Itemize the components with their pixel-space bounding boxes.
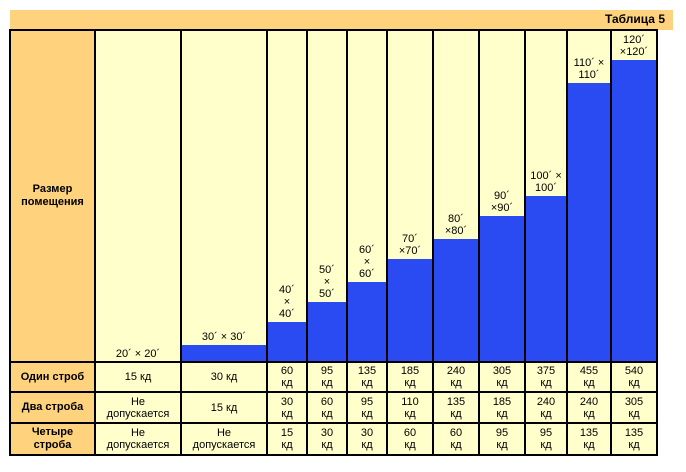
candela-value-one: 30 кд xyxy=(181,362,267,392)
candela-value-two: 30 кд xyxy=(267,392,307,423)
room-size-cell: 20´ × 20´ xyxy=(95,30,181,362)
coverage-bar xyxy=(387,259,433,362)
room-size-cell: 90´ ×90´ xyxy=(479,30,525,362)
room-size-cell: 80´ ×80´ xyxy=(433,30,479,362)
candela-value-two: 185 кд xyxy=(479,392,525,423)
table-title-bar: Таблица 5 xyxy=(10,10,673,30)
grid-line-vertical xyxy=(306,30,308,456)
coverage-bar xyxy=(525,196,567,362)
grid-line-vertical xyxy=(346,30,348,456)
grid-line-horizontal xyxy=(9,29,658,31)
room-size-label: 50´ × 50´ xyxy=(319,264,335,300)
grid-line-vertical xyxy=(656,30,658,456)
grid-line-vertical xyxy=(524,30,526,456)
room-size-label: 70´ ×70´ xyxy=(398,233,422,257)
grid-line-vertical xyxy=(94,30,96,456)
grid-line-vertical xyxy=(610,30,612,456)
coverage-bar xyxy=(181,345,267,362)
candela-value-one: 305 кд xyxy=(479,362,525,392)
grid-line-vertical xyxy=(478,30,480,456)
grid-line-vertical xyxy=(566,30,568,456)
room-size-cell: 70´ ×70´ xyxy=(387,30,433,362)
room-size-label: 30´ × 30´ xyxy=(201,331,247,343)
candela-value-two: 240 кд xyxy=(567,392,611,423)
candela-value-four: 60 кд xyxy=(387,423,433,455)
candela-value-four: 30 кд xyxy=(307,423,347,455)
candela-value-two: 135 кд xyxy=(433,392,479,423)
coverage-bar xyxy=(267,322,307,362)
coverage-bar xyxy=(347,282,387,362)
candela-value-four: 135 кд xyxy=(611,423,657,455)
candela-value-one: 185 кд xyxy=(387,362,433,392)
candela-value-two: 60 кд xyxy=(307,392,347,423)
candela-value-one: 455 кд xyxy=(567,362,611,392)
grid-line-vertical xyxy=(432,30,434,456)
grid-line-vertical xyxy=(180,30,182,456)
room-size-label: 60´ × 60´ xyxy=(359,244,375,280)
candela-value-four: 95 кд xyxy=(525,423,567,455)
grid-line-vertical xyxy=(9,30,11,456)
candela-value-four: 60 кд xyxy=(433,423,479,455)
coverage-bar xyxy=(479,216,525,362)
candela-value-one: 375 кд xyxy=(525,362,567,392)
row-header-two: Два строба xyxy=(10,392,95,423)
coverage-bar xyxy=(433,239,479,362)
candela-value-four: 30 кд xyxy=(347,423,387,455)
candela-value-one: 95 кд xyxy=(307,362,347,392)
coverage-bar xyxy=(611,60,657,362)
room-size-label: 110´ × 110´ xyxy=(573,57,605,81)
grid-line-horizontal xyxy=(9,361,658,363)
coverage-bar xyxy=(307,302,347,362)
candela-value-one: 540 кд xyxy=(611,362,657,392)
row-header-four: Четыре строба xyxy=(10,423,95,455)
grid-line-vertical xyxy=(386,30,388,456)
row-header-one: Один строб xyxy=(10,362,95,392)
room-size-cell: 40´ × 40´ xyxy=(267,30,307,362)
grid-line-horizontal xyxy=(9,422,658,424)
room-size-cell: 120´ ×120´ xyxy=(611,30,657,362)
candela-value-two: 240 кд xyxy=(525,392,567,423)
candela-value-four: Не допускается xyxy=(181,423,267,455)
room-size-cell: 60´ × 60´ xyxy=(347,30,387,362)
candela-value-two: 95 кд xyxy=(347,392,387,423)
candela-value-one: 135 кд xyxy=(347,362,387,392)
table-title: Таблица 5 xyxy=(604,12,665,26)
room-size-label: 90´ ×90´ xyxy=(490,190,514,214)
candela-value-one: 15 кд xyxy=(95,362,181,392)
room-size-label: 100´ × 100´ xyxy=(530,170,562,194)
candela-value-two: Не допускается xyxy=(95,392,181,423)
grid-line-vertical xyxy=(266,30,268,456)
room-size-header: Размер помещения xyxy=(10,30,95,362)
candela-value-two: 15 кд xyxy=(181,392,267,423)
grid-line-horizontal xyxy=(9,391,658,393)
candela-value-two: 110 кд xyxy=(387,392,433,423)
room-size-label: 20´ × 20´ xyxy=(115,348,161,360)
candela-value-one: 240 кд xyxy=(433,362,479,392)
candela-value-one: 60 кд xyxy=(267,362,307,392)
room-size-label: 40´ × 40´ xyxy=(279,284,295,320)
room-size-cell: 30´ × 30´ xyxy=(181,30,267,362)
room-size-label: 80´ ×80´ xyxy=(444,213,468,237)
room-size-cell: 100´ × 100´ xyxy=(525,30,567,362)
room-size-cell: 110´ × 110´ xyxy=(567,30,611,362)
candela-value-two: 305 кд xyxy=(611,392,657,423)
grid-line-horizontal xyxy=(9,454,658,456)
room-size-label: 120´ ×120´ xyxy=(619,34,649,58)
candela-value-four: 15 кд xyxy=(267,423,307,455)
candela-value-four: Не допускается xyxy=(95,423,181,455)
coverage-bar xyxy=(567,83,611,362)
room-size-cell: 50´ × 50´ xyxy=(307,30,347,362)
candela-value-four: 135 кд xyxy=(567,423,611,455)
candela-value-four: 95 кд xyxy=(479,423,525,455)
